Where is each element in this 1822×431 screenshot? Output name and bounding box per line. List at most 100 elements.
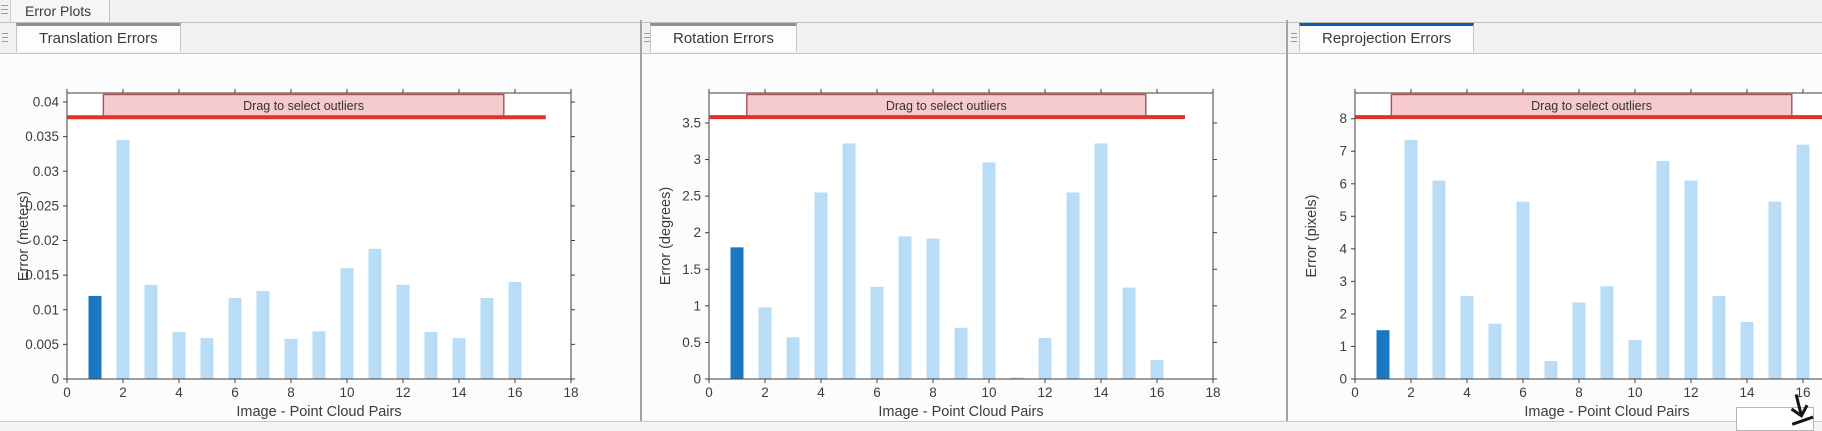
error-bar-pair-5[interactable]: [200, 338, 214, 379]
x-tick-label: 14: [451, 385, 467, 400]
download-arrow-cursor-icon: [1790, 394, 1814, 426]
error-bar-pair-6[interactable]: [870, 286, 884, 379]
y-tick-label: 0: [1339, 372, 1347, 387]
axes-box: [1354, 92, 1822, 380]
error-bar-pair-9[interactable]: [1600, 286, 1614, 379]
x-tick-label: 8: [929, 385, 937, 400]
error-bar-pair-14[interactable]: [1094, 143, 1108, 379]
error-bar-pair-11[interactable]: [1010, 377, 1024, 379]
error-bar-pair-12[interactable]: [396, 284, 410, 379]
y-tick-label: 0.04: [33, 95, 60, 110]
error-bar-pair-14[interactable]: [452, 338, 466, 379]
y-tick-label: 1: [693, 298, 701, 313]
error-bar-pair-1[interactable]: [88, 295, 102, 379]
x-tick-label: 4: [175, 385, 183, 400]
drag-grip-icon[interactable]: [644, 33, 650, 44]
y-tick-label: 2.5: [682, 189, 701, 204]
error-bar-pair-4[interactable]: [172, 331, 186, 379]
tab-reprojection-errors[interactable]: Reprojection Errors: [1299, 23, 1475, 52]
x-tick-label: 2: [119, 385, 127, 400]
error-bar-pair-16[interactable]: [1796, 144, 1810, 379]
drag-grip-icon[interactable]: [1, 5, 8, 16]
error-bar-pair-10[interactable]: [1628, 339, 1642, 379]
error-bar-pair-3[interactable]: [144, 284, 158, 379]
x-tick-label: 10: [1627, 385, 1642, 400]
x-tick-label: 16: [1149, 385, 1164, 400]
drag-grip-icon[interactable]: [2, 33, 8, 44]
tab-rotation-errors[interactable]: Rotation Errors: [650, 23, 797, 52]
figure-tab-bar: Error Plots: [0, 0, 1822, 23]
error-bar-pair-15[interactable]: [480, 297, 494, 379]
error-bar-pair-13[interactable]: [1066, 192, 1080, 379]
x-axis-label: Image - Point Cloud Pairs: [1524, 404, 1689, 420]
tab-error-plots[interactable]: Error Plots: [10, 0, 111, 22]
y-tick-label: 2: [1339, 306, 1347, 321]
y-tick-label: 3: [1339, 274, 1347, 289]
error-bar-pair-3[interactable]: [786, 337, 800, 379]
y-tick-label: 0: [51, 372, 59, 387]
panel-tab-bar: Rotation Errors: [642, 23, 1286, 54]
x-tick-label: 0: [63, 385, 71, 400]
error-bar-pair-16[interactable]: [508, 282, 522, 379]
outlier-band-label: Drag to select outliers: [886, 99, 1007, 113]
x-tick-label: 16: [1795, 385, 1810, 400]
outlier-band-label: Drag to select outliers: [243, 99, 364, 113]
axes-box: [66, 92, 572, 380]
error-bar-pair-2[interactable]: [116, 140, 130, 379]
panel-divider[interactable]: [640, 20, 642, 430]
error-bar-pair-11[interactable]: [1656, 161, 1670, 379]
error-bar-pair-2[interactable]: [758, 307, 772, 379]
y-tick-label: 1.5: [682, 262, 701, 277]
error-bar-pair-10[interactable]: [340, 268, 354, 379]
error-bar-pair-6[interactable]: [228, 297, 242, 379]
error-bar-pair-11[interactable]: [368, 248, 382, 379]
error-bar-pair-8[interactable]: [1572, 302, 1586, 379]
error-bar-pair-12[interactable]: [1684, 180, 1698, 379]
tab-translation-errors[interactable]: Translation Errors: [16, 23, 181, 52]
error-bar-pair-7[interactable]: [256, 291, 270, 379]
x-tick-label: 4: [817, 385, 825, 400]
error-bar-pair-5[interactable]: [1488, 323, 1502, 379]
error-bar-pair-5[interactable]: [842, 143, 856, 379]
tab-label: Translation Errors: [39, 30, 158, 47]
x-tick-label: 6: [873, 385, 881, 400]
error-bar-pair-12[interactable]: [1038, 338, 1052, 379]
error-bar-pair-10[interactable]: [982, 162, 996, 379]
error-bar-pair-1[interactable]: [730, 247, 744, 379]
y-tick-label: 5: [1339, 209, 1347, 224]
translation-errors-chart: 0 2 4 6 8 10 12 14 16 18 0 0.005 0.01 0.015 0.02 0.025 0…: [0, 54, 640, 430]
x-tick-label: 12: [1683, 385, 1698, 400]
x-tick-label: 2: [1407, 385, 1415, 400]
error-bar-pair-7[interactable]: [898, 236, 912, 379]
error-bar-pair-15[interactable]: [1768, 201, 1782, 379]
y-axis-label: Error (pixels): [1304, 195, 1320, 278]
drag-grip-icon[interactable]: [1291, 33, 1297, 44]
error-bar-pair-2[interactable]: [1404, 139, 1418, 379]
y-tick-label: 0.005: [25, 337, 59, 352]
x-tick-label: 0: [705, 385, 713, 400]
error-bar-pair-4[interactable]: [1460, 296, 1474, 379]
y-tick-label: 6: [1339, 176, 1347, 191]
error-bar-pair-9[interactable]: [312, 331, 326, 379]
error-bar-pair-8[interactable]: [926, 238, 940, 379]
error-bar-pair-6[interactable]: [1516, 201, 1530, 379]
error-bar-pair-8[interactable]: [284, 338, 298, 379]
error-bar-pair-4[interactable]: [814, 192, 828, 379]
panel-divider[interactable]: [1286, 20, 1288, 430]
x-tick-label: 18: [563, 385, 578, 400]
error-bar-pair-3[interactable]: [1432, 180, 1446, 379]
y-tick-label: 0.015: [25, 268, 59, 283]
error-bar-pair-16[interactable]: [1150, 359, 1164, 379]
error-bar-pair-15[interactable]: [1122, 287, 1136, 379]
rotation-errors-chart: 0 2 4 6 8 10 12 14 16 18 0 0.5 1 1.5 2 2.5 3 3.5 Image - P…: [642, 54, 1286, 430]
error-bar-pair-1[interactable]: [1376, 330, 1390, 379]
error-bar-pair-9[interactable]: [954, 327, 968, 379]
error-bar-pair-7[interactable]: [1544, 361, 1558, 379]
x-tick-label: 14: [1739, 385, 1755, 400]
error-bar-pair-14[interactable]: [1740, 322, 1754, 379]
x-tick-label: 8: [287, 385, 295, 400]
panel-tab-bar: Reprojection Errors: [1288, 23, 1822, 54]
x-tick-label: 4: [1463, 385, 1471, 400]
error-bar-pair-13[interactable]: [1712, 296, 1726, 379]
error-bar-pair-13[interactable]: [424, 331, 438, 379]
